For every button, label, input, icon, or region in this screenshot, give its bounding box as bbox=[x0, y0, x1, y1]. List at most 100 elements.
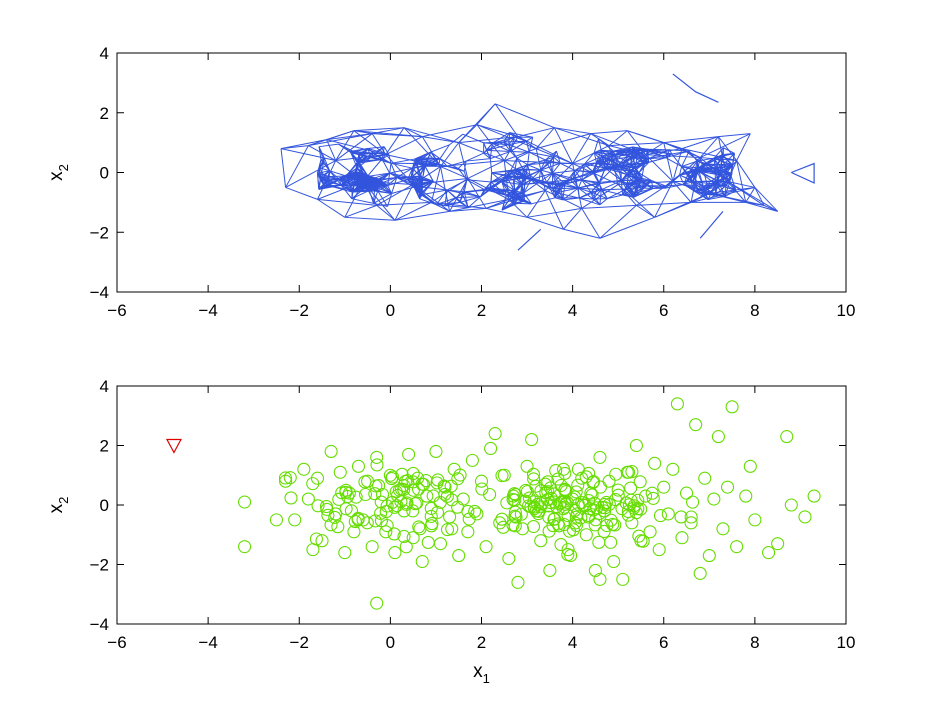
mesh-edge bbox=[632, 146, 649, 160]
scatter-point bbox=[615, 502, 629, 516]
mesh-edge bbox=[727, 180, 755, 188]
scatter-point bbox=[581, 508, 595, 523]
y-tick-label: 4 bbox=[100, 377, 109, 396]
mesh-edge bbox=[556, 178, 574, 185]
y-tick-label: 0 bbox=[100, 164, 109, 183]
mesh-edge bbox=[610, 159, 630, 172]
plot-area bbox=[116, 52, 847, 293]
mesh-edge bbox=[449, 207, 487, 212]
mesh-edge bbox=[320, 161, 325, 177]
mesh-edge bbox=[638, 172, 648, 186]
mesh-edge bbox=[345, 160, 359, 177]
mesh-edge bbox=[504, 148, 537, 162]
mesh-edge bbox=[463, 171, 468, 180]
mesh-edge bbox=[521, 179, 532, 186]
mesh-edge bbox=[683, 183, 702, 195]
mesh-edge bbox=[720, 173, 732, 176]
mesh-edge bbox=[439, 144, 450, 159]
mesh-edge bbox=[552, 187, 579, 190]
mesh-edge bbox=[599, 204, 637, 239]
scatter-point bbox=[526, 467, 541, 481]
x-tick-label: −2 bbox=[290, 633, 309, 652]
scatter-point bbox=[309, 532, 323, 546]
mesh-edge bbox=[647, 149, 670, 152]
scatter-point bbox=[689, 418, 703, 432]
mesh-edge bbox=[688, 150, 698, 162]
x-tick-label: 0 bbox=[386, 301, 395, 320]
mesh-edge bbox=[590, 130, 628, 135]
scatter-point bbox=[375, 487, 390, 502]
mesh-edge bbox=[553, 127, 574, 164]
mesh-edge bbox=[592, 171, 600, 183]
scatter-point bbox=[595, 500, 609, 514]
mesh-edge bbox=[367, 148, 374, 154]
scatter-point bbox=[461, 504, 475, 518]
mesh-edge bbox=[501, 180, 523, 186]
mesh-edge bbox=[458, 142, 505, 162]
scatter-point bbox=[406, 466, 420, 480]
mesh-edge bbox=[645, 154, 674, 182]
mesh-edge bbox=[637, 172, 640, 181]
scatter-point bbox=[524, 500, 538, 514]
y-tick-label: 4 bbox=[100, 44, 109, 63]
scatter-point bbox=[461, 525, 475, 539]
mesh-edge bbox=[707, 163, 721, 169]
mesh-edge bbox=[510, 136, 515, 152]
scatter-point bbox=[716, 522, 730, 536]
x-tick-label: 2 bbox=[477, 633, 486, 652]
mesh-edge bbox=[317, 198, 346, 218]
mesh-edge bbox=[456, 196, 481, 199]
mesh-edge bbox=[600, 189, 608, 199]
mesh-edge bbox=[602, 153, 615, 157]
scatter-point bbox=[534, 534, 548, 548]
mesh-edge bbox=[599, 189, 602, 205]
mesh-edge bbox=[552, 169, 576, 174]
mesh-edge bbox=[699, 136, 719, 158]
mesh-edge bbox=[713, 147, 724, 159]
mesh-edge bbox=[592, 167, 606, 173]
mesh-edge bbox=[633, 193, 635, 198]
mesh-edge bbox=[628, 174, 638, 181]
mesh-edge bbox=[385, 127, 405, 155]
mesh-edge bbox=[683, 183, 704, 188]
mesh-edge bbox=[593, 152, 598, 163]
mesh-edge bbox=[598, 168, 613, 183]
mesh-edge bbox=[563, 208, 583, 230]
mesh-edge bbox=[669, 149, 673, 155]
mesh-edge bbox=[663, 142, 674, 182]
scatter-point bbox=[321, 508, 335, 522]
scatter-point bbox=[328, 510, 342, 524]
mesh-edge bbox=[584, 163, 606, 169]
mesh-edge bbox=[594, 152, 603, 157]
mesh-edge bbox=[560, 162, 576, 171]
mesh-edge bbox=[387, 179, 408, 186]
mesh-edge bbox=[494, 103, 519, 137]
mesh-edge bbox=[707, 155, 724, 165]
mesh-edge bbox=[527, 164, 541, 171]
scatter-point bbox=[556, 502, 570, 516]
mesh-edge bbox=[340, 172, 357, 186]
mesh-edge bbox=[598, 167, 606, 183]
mesh-edge bbox=[449, 198, 509, 212]
scatter-point bbox=[451, 472, 465, 486]
mesh-edge bbox=[491, 172, 515, 177]
mesh-edge bbox=[367, 182, 370, 191]
mesh-edge bbox=[560, 162, 585, 165]
mesh-edge bbox=[546, 179, 571, 183]
mesh-edge bbox=[622, 194, 634, 198]
mesh-edge bbox=[467, 160, 505, 179]
x-axis-label-main: x bbox=[473, 661, 483, 682]
mesh-edge bbox=[665, 157, 682, 167]
scatter-point bbox=[374, 506, 388, 520]
mesh-edge bbox=[545, 150, 557, 161]
mesh-edge bbox=[510, 150, 530, 153]
scatter-point bbox=[670, 397, 684, 411]
mesh-edge bbox=[480, 189, 485, 197]
mesh-edge bbox=[531, 172, 553, 181]
mesh-edge bbox=[326, 139, 337, 161]
mesh-edge bbox=[436, 189, 448, 205]
mesh-edge bbox=[581, 184, 619, 209]
mesh-edge bbox=[581, 208, 601, 239]
mesh-edge bbox=[525, 164, 529, 177]
mesh-edge bbox=[351, 198, 374, 204]
